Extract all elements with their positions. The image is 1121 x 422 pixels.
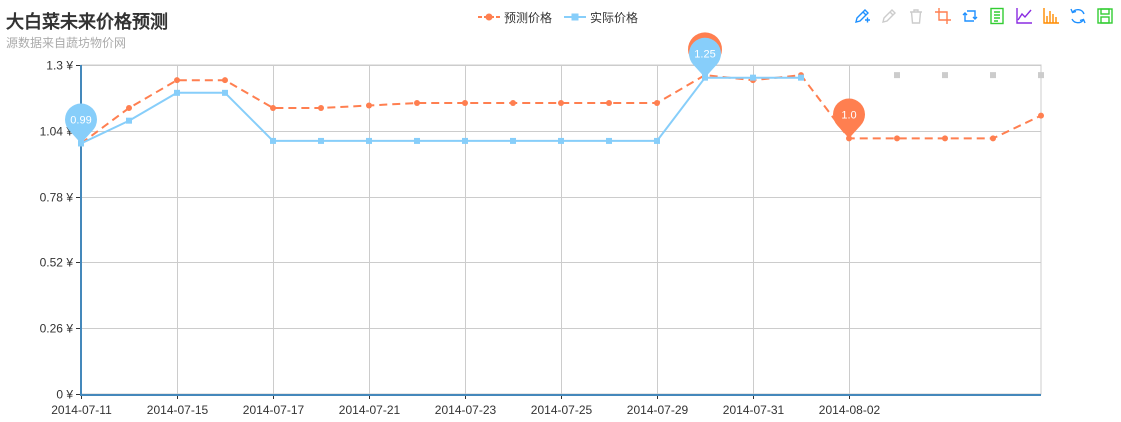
actual-price-point: [462, 137, 468, 144]
markpoint-pin-shape: [65, 103, 97, 144]
y-tick-label: 0.26 ¥: [40, 322, 74, 336]
markpoint-pin-shape: [833, 98, 865, 139]
x-tick-label: 2014-07-11: [51, 403, 112, 417]
actual-price-point: [366, 137, 372, 144]
markpoint-pin-shape: [689, 37, 721, 78]
actual-price-point: [558, 137, 564, 144]
chart-subtitle: 源数据来自蔬坊物价网: [6, 36, 127, 50]
predicted-price-point: [126, 105, 132, 112]
actual-price-line: [80, 76, 801, 145]
actual-price-point: [126, 117, 132, 124]
extra-point: [990, 72, 996, 79]
x-tick-label: 2014-07-15: [147, 403, 209, 417]
x-tick-label: 2014-08-02: [819, 403, 881, 417]
extra-point: [1038, 72, 1044, 79]
restore-icon[interactable]: [1068, 6, 1088, 26]
line-chart-icon[interactable]: [1014, 6, 1034, 26]
y-tick-label: 1.04 ¥: [40, 125, 74, 139]
predicted-price-point: [894, 135, 900, 142]
x-tick-label: 2014-07-29: [627, 403, 689, 417]
legend-actual-marker-icon: [564, 13, 587, 21]
bar-chart-icon[interactable]: [1041, 6, 1061, 26]
actual-price-point: [174, 89, 180, 96]
predicted-price-point: [1038, 112, 1044, 119]
predicted-price-point: [510, 99, 516, 106]
predicted-price-point: [942, 135, 948, 142]
mark-clear-icon[interactable]: [906, 6, 926, 26]
predicted-price-point: [318, 105, 324, 112]
mark-pen-icon[interactable]: [852, 6, 872, 26]
legend-actual-label: 实际价格: [590, 10, 639, 25]
chart-title: 大白菜未来价格预测: [6, 12, 168, 32]
toolbox: [845, 6, 1115, 26]
markpoint-pin: 0.99: [65, 103, 97, 144]
actual-price-point: [798, 74, 804, 81]
predicted-price-point: [558, 99, 564, 106]
predicted-price-point: [990, 135, 996, 142]
predicted-price-point: [222, 77, 228, 84]
x-tick-label: 2014-07-17: [243, 403, 305, 417]
actual-price-point: [222, 89, 228, 96]
mark-undo-icon[interactable]: [879, 6, 899, 26]
data-zoom-reset-icon[interactable]: [960, 6, 980, 26]
data-view-icon[interactable]: [987, 6, 1007, 26]
actual-price-point: [654, 137, 660, 144]
markpoint-pin: 1.0: [833, 98, 865, 139]
save-image-icon[interactable]: [1095, 6, 1115, 26]
actual-price-point: [750, 74, 756, 81]
x-tick-label: 2014-07-25: [531, 403, 593, 417]
x-tick-label: 2014-07-23: [435, 403, 497, 417]
actual-price-point: [606, 137, 612, 144]
predicted-price-point: [462, 99, 468, 106]
markpoint-pin: 1.25: [688, 32, 722, 78]
extra-point: [894, 72, 900, 79]
actual-price-point: [270, 137, 276, 144]
legend-item-predicted[interactable]: 预测价格: [478, 9, 552, 26]
markpoint-label: 0.99: [70, 114, 91, 126]
y-tick-label: 0 ¥: [56, 388, 73, 402]
y-tick-label: 1.3 ¥: [46, 59, 73, 73]
legend-predicted-label: 预测价格: [504, 10, 553, 25]
predicted-price-point: [270, 105, 276, 112]
actual-price-point: [510, 137, 516, 144]
legend-item-actual[interactable]: 实际价格: [564, 9, 638, 26]
legend: 预测价格 实际价格: [478, 8, 650, 26]
actual-price-point: [318, 137, 324, 144]
extra-point: [942, 72, 948, 79]
markpoint-label: 1.25: [694, 49, 715, 61]
y-tick-label: 0.52 ¥: [40, 256, 74, 270]
y-tick-label: 0.78 ¥: [40, 191, 74, 205]
predicted-price-point: [366, 102, 372, 109]
legend-predicted-marker-icon: [478, 13, 500, 21]
predicted-price-point: [606, 99, 612, 106]
predicted-price-point: [414, 99, 420, 106]
x-tick-label: 2014-07-21: [339, 403, 401, 417]
data-zoom-icon[interactable]: [933, 6, 953, 26]
predicted-price-point: [654, 99, 660, 106]
markpoint-label: 1.0: [841, 109, 856, 121]
predicted-price-point: [174, 77, 180, 84]
x-tick-label: 2014-07-31: [723, 403, 785, 417]
actual-price-point: [414, 137, 420, 144]
